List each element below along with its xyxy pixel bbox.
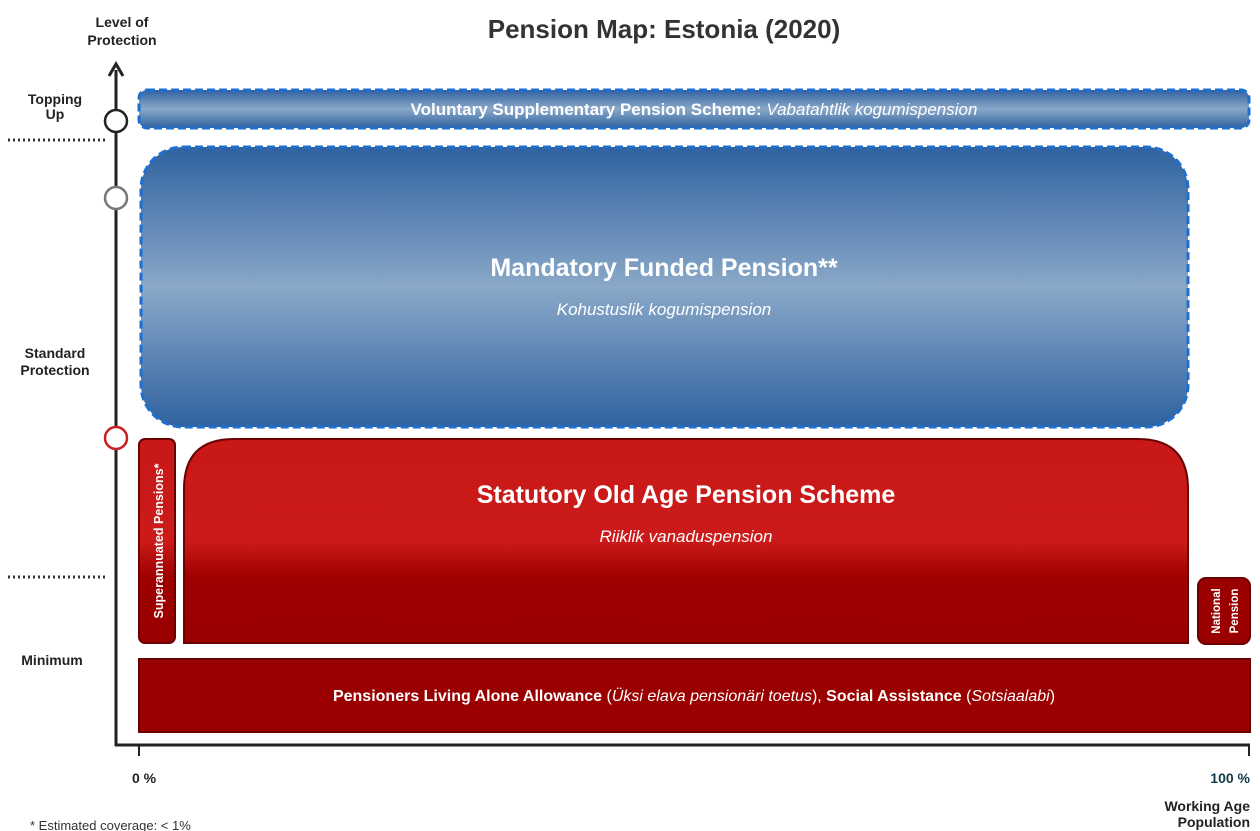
statutory-box [183, 438, 1189, 644]
y-axis-label: Level of [96, 14, 149, 30]
x-start-label: 0 % [132, 770, 157, 786]
voluntary-box [137, 88, 1251, 130]
x-axis-label: Population [1178, 814, 1250, 830]
x-axis-label: Working Age [1164, 798, 1250, 814]
national-text: National [1211, 588, 1223, 633]
level-marker [103, 108, 129, 134]
superannuated-box [138, 438, 176, 644]
voluntary-text: Voluntary Supplementary Pension Scheme: … [411, 100, 978, 119]
mandatory-box [139, 145, 1190, 429]
level-marker [103, 185, 129, 211]
statutory-local: Riiklik vanaduspension [600, 527, 773, 546]
national-text: Pension [1229, 589, 1241, 634]
level-label: Topping [28, 91, 82, 107]
national-box [1197, 577, 1251, 645]
mandatory-name: Mandatory Funded Pension** [490, 254, 838, 282]
footnote: * Estimated coverage: < 1% [30, 818, 191, 831]
level-label: Protection [20, 362, 89, 378]
statutory-name: Statutory Old Age Pension Scheme [477, 481, 896, 509]
level-marker [103, 425, 129, 451]
superannuated-text: Superannuated Pensions* [152, 463, 166, 618]
level-label: Minimum [21, 652, 82, 668]
y-axis-label: Protection [87, 32, 156, 48]
level-label: Standard [25, 345, 86, 361]
axis-arrow [107, 61, 125, 77]
minimum-box [138, 658, 1251, 733]
minimum-text: Pensioners Living Alone Allowance (Üksi … [333, 687, 1055, 705]
level-label: Up [46, 106, 65, 122]
x-end-label: 100 % [1210, 770, 1250, 786]
mandatory-local: Kohustuslik kogumispension [557, 300, 772, 319]
title: Pension Map: Estonia (2020) [488, 14, 841, 44]
